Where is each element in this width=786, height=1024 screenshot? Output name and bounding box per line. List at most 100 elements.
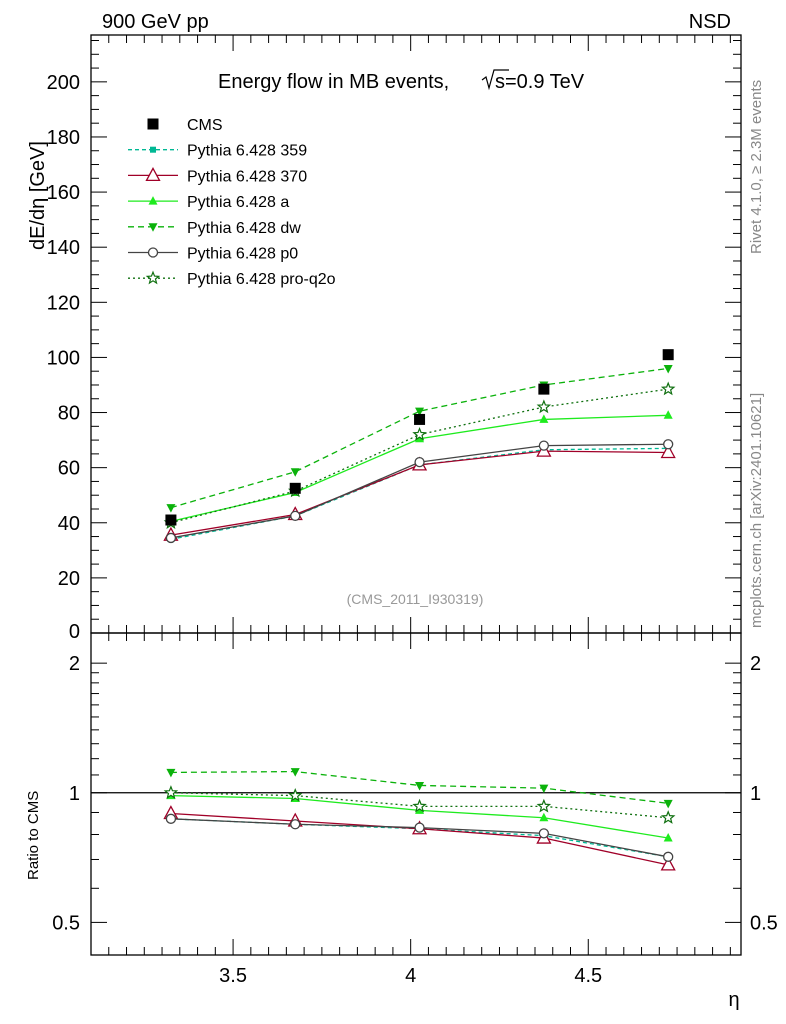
ratio-y-tick-label: 1 (69, 783, 80, 805)
legend-label: Pythia 6.428 pro-q2o (187, 271, 336, 288)
ratio-data-point (536, 798, 552, 813)
data-point (660, 444, 676, 459)
ratio-data-point (414, 822, 425, 833)
legend-item: Pythia 6.428 dw (128, 220, 301, 237)
main-y-tick-label: 20 (58, 568, 80, 590)
x-tick-label: 3.5 (219, 965, 247, 987)
main-y-tick-label: 160 (47, 182, 80, 204)
legend-marker (148, 223, 158, 232)
main-y-tick-label: 140 (47, 237, 80, 259)
sqrt-symbol (481, 69, 509, 91)
legend-label: Pythia 6.428 p0 (187, 246, 298, 263)
ratio-data-point (290, 819, 301, 830)
ratio-y-axis-label: Ratio to CMS (25, 791, 42, 880)
ratio-y-tick-label: 0.5 (52, 912, 80, 934)
legend-item: Pythia 6.428 a (128, 194, 289, 211)
legend-item: Pythia 6.428 370 (128, 167, 307, 185)
legend: CMS Pythia 6.428 359 Pythia 6.428 370 Pythi… (128, 117, 336, 288)
main-y-axis-label: dE/dη [GeV] (27, 141, 49, 250)
data-point (539, 414, 549, 423)
ratio-data-point (163, 785, 179, 799)
ratio-panel-frame (90, 632, 742, 956)
legend-marker (150, 146, 156, 153)
ratio-data-point (287, 787, 303, 802)
x-tick-label: 4 (405, 965, 416, 987)
ratio-data-point (663, 851, 674, 862)
main-y-tick-label: 60 (58, 458, 80, 480)
main-series-group (163, 349, 676, 544)
ratio-y-axis: 0.5 0.5 1 1 2 2 (52, 653, 778, 934)
data-point (538, 383, 550, 395)
legend-marker (145, 167, 161, 182)
data-point (415, 433, 425, 443)
legend-item: Pythia 6.428 359 (128, 143, 307, 160)
ratio-data-point (290, 768, 300, 777)
data-point (660, 381, 676, 396)
ratio-series-group (163, 768, 676, 871)
ratio-y-tick-label: 2 (69, 653, 80, 675)
mcplots-label: mcplots.cern.ch [arXiv:2401.10621] (748, 393, 765, 628)
ratio-y-tick-label-right: 2 (750, 653, 761, 675)
main-y-tick-label: 80 (58, 403, 80, 425)
main-y-tick-label: 40 (58, 513, 80, 535)
legend-label: Pythia 6.428 a (187, 194, 289, 211)
legend-item: Pythia 6.428 p0 (128, 246, 298, 263)
ratio-data-point (165, 813, 177, 824)
plot-title: Energy flow in MB events, (218, 71, 449, 93)
main-y-tick-label-zero: 0 (69, 621, 80, 643)
main-y-tick-label: 200 (47, 72, 80, 94)
series-line (170, 388, 669, 524)
data-point (290, 468, 300, 477)
data-point (412, 426, 427, 441)
legend-label: Pythia 6.428 370 (187, 168, 307, 185)
ratio-series-line (170, 792, 669, 819)
legend-marker (148, 196, 158, 205)
legend-label: Pythia 6.428 359 (187, 143, 307, 160)
main-y-tick-label: 120 (47, 292, 80, 314)
data-point (414, 456, 425, 468)
ratio-data-point (539, 784, 549, 794)
data-point (536, 399, 552, 414)
x-tick-label: 4.5 (574, 965, 602, 987)
legend-marker (147, 247, 159, 258)
ratio-series-line (170, 770, 669, 805)
data-point (290, 510, 301, 522)
analysis-id: (CMS_2011_I930319) (347, 591, 484, 607)
legend-item: CMS (147, 117, 223, 134)
title-energy: s=0.9 TeV (495, 71, 585, 93)
data-point (165, 532, 177, 544)
ratio-data-point (415, 781, 425, 791)
ratio-y-tick-label-right: 0.5 (750, 912, 778, 934)
data-point (663, 364, 673, 374)
ratio-data-point (166, 768, 176, 778)
data-point (165, 514, 177, 526)
ratio-data-point (538, 828, 550, 839)
ratio-x-axis: 3.5 4 4.5 (108, 633, 731, 987)
data-point (663, 410, 673, 419)
legend-label: CMS (187, 117, 223, 134)
ratio-data-point (660, 810, 676, 824)
data-point (289, 482, 301, 494)
ratio-data-point (660, 856, 676, 871)
ratio-y-tick-label-right: 1 (750, 783, 761, 805)
ratio-data-point (663, 799, 673, 809)
data-point (166, 504, 176, 513)
collision-label: 900 GeV pp (102, 11, 209, 33)
x-axis-label: η (728, 989, 739, 1011)
ratio-data-point (412, 798, 427, 813)
legend-marker (145, 270, 161, 285)
legend-marker (147, 118, 159, 130)
ratio-data-point (663, 833, 673, 842)
rivet-label: Rivet 4.1.0, ≥ 2.3M events (748, 80, 765, 254)
main-y-tick-label: 100 (47, 347, 80, 369)
title-main: Energy flow in MB events, (218, 71, 449, 93)
data-point (663, 439, 674, 450)
data-point (415, 407, 425, 417)
legend-label: Pythia 6.428 dw (187, 220, 301, 237)
ratio-data-point (539, 812, 549, 822)
data-point (538, 440, 550, 451)
data-point (662, 349, 674, 361)
event-type-label: NSD (689, 11, 731, 33)
data-point (414, 413, 426, 425)
